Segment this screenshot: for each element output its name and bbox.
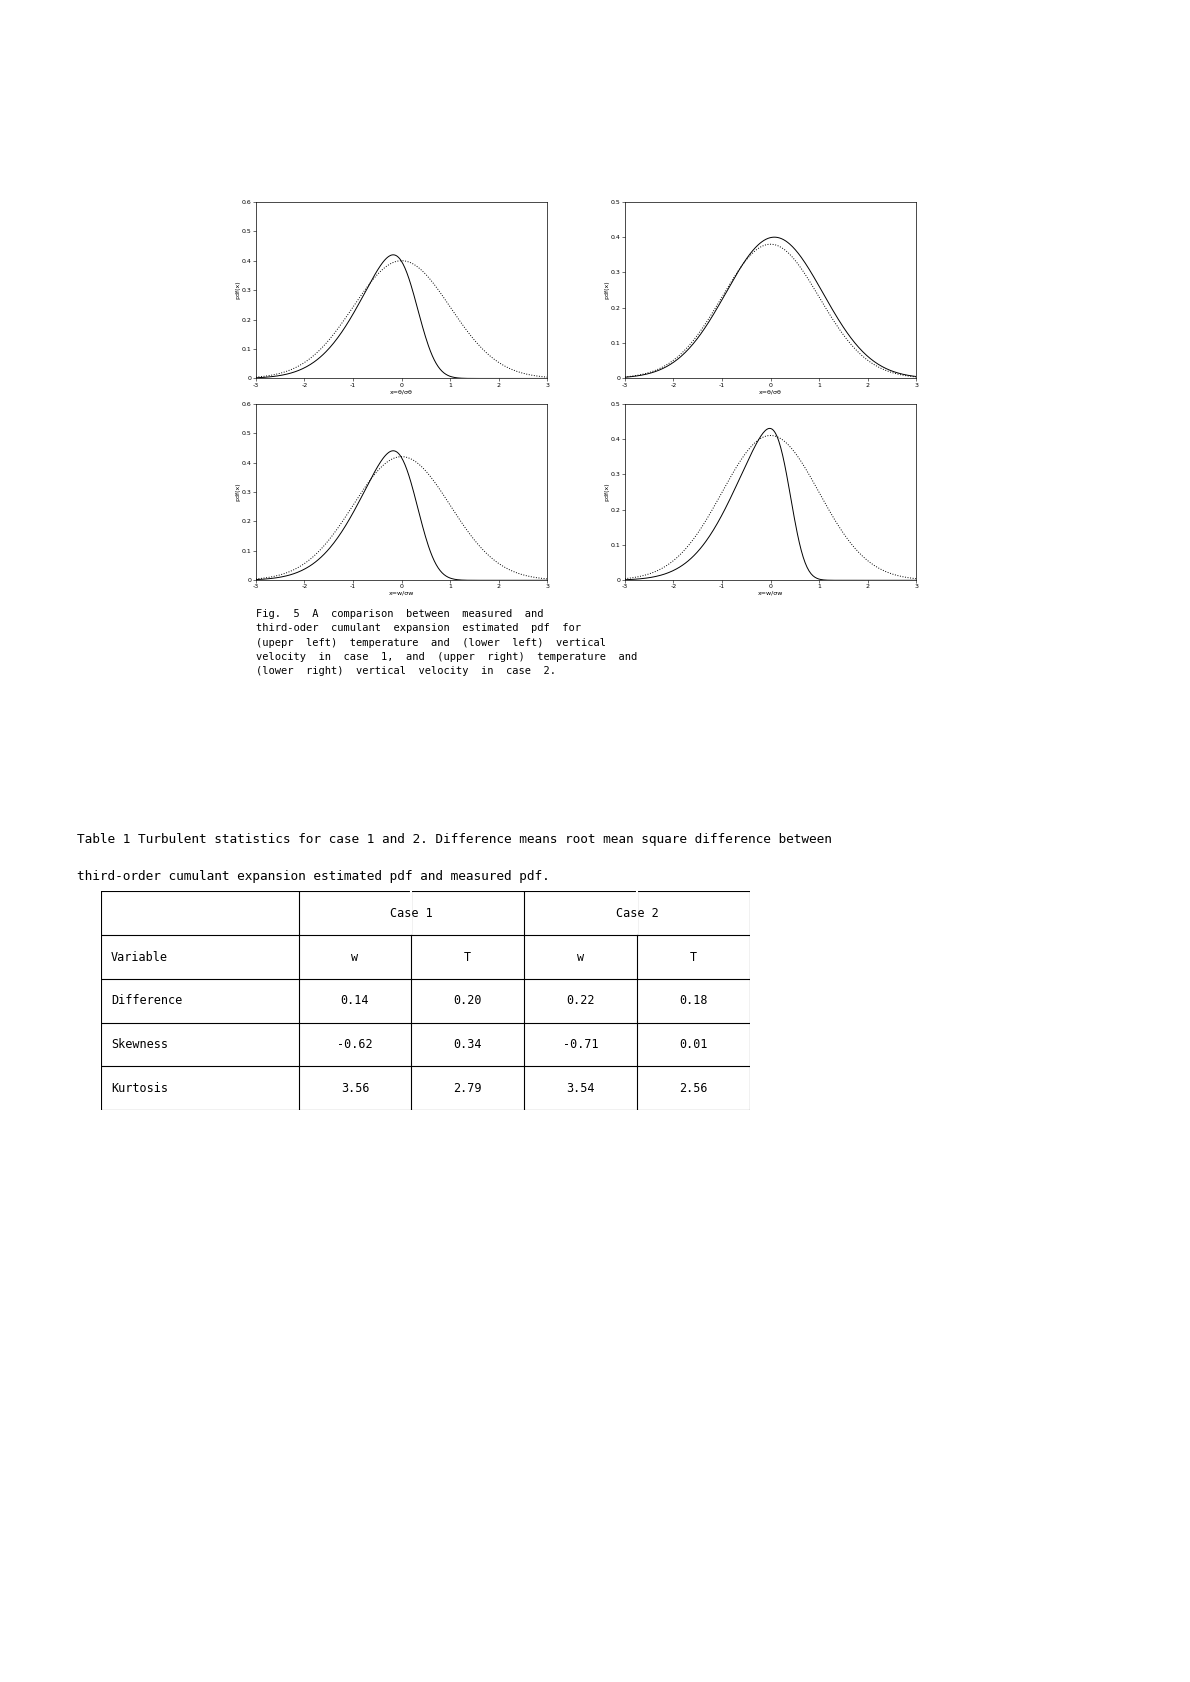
Text: third-order cumulant expansion estimated pdf and measured pdf.: third-order cumulant expansion estimated… — [77, 870, 550, 883]
Y-axis label: pdf(x): pdf(x) — [605, 483, 609, 501]
Text: 3.56: 3.56 — [340, 1082, 369, 1095]
Text: 0.14: 0.14 — [340, 994, 369, 1008]
Text: 3.54: 3.54 — [566, 1082, 595, 1095]
X-axis label: x=w/σw: x=w/σw — [389, 590, 414, 595]
Text: -0.62: -0.62 — [337, 1038, 372, 1051]
X-axis label: x=w/σw: x=w/σw — [758, 590, 783, 595]
Text: 0.22: 0.22 — [566, 994, 595, 1008]
Text: Skewness: Skewness — [111, 1038, 168, 1051]
Text: Fig.  5  A  comparison  between  measured  and
third-oder  cumulant  expansion  : Fig. 5 A comparison between measured and… — [256, 609, 637, 676]
X-axis label: x=θ/σθ: x=θ/σθ — [759, 389, 782, 394]
Text: Case 2: Case 2 — [615, 907, 658, 920]
Text: 0.18: 0.18 — [679, 994, 708, 1008]
Text: T: T — [464, 950, 471, 964]
Text: -0.71: -0.71 — [563, 1038, 599, 1051]
Text: Table 1 Turbulent statistics for case 1 and 2. Difference means root mean square: Table 1 Turbulent statistics for case 1 … — [77, 833, 832, 846]
Text: 0.34: 0.34 — [453, 1038, 482, 1051]
Text: w: w — [351, 950, 358, 964]
Text: 2.79: 2.79 — [453, 1082, 482, 1095]
Text: Case 1: Case 1 — [390, 907, 433, 920]
Text: 0.20: 0.20 — [453, 994, 482, 1008]
Text: Difference: Difference — [111, 994, 182, 1008]
Text: w: w — [577, 950, 584, 964]
Y-axis label: pdf(x): pdf(x) — [605, 281, 609, 299]
Y-axis label: pdf(x): pdf(x) — [236, 483, 240, 501]
Text: T: T — [690, 950, 697, 964]
Y-axis label: pdf(x): pdf(x) — [236, 281, 240, 299]
X-axis label: x=θ/σθ: x=θ/σθ — [390, 389, 413, 394]
Text: Variable: Variable — [111, 950, 168, 964]
Text: Kurtosis: Kurtosis — [111, 1082, 168, 1095]
Text: 0.01: 0.01 — [679, 1038, 708, 1051]
Text: 2.56: 2.56 — [679, 1082, 708, 1095]
